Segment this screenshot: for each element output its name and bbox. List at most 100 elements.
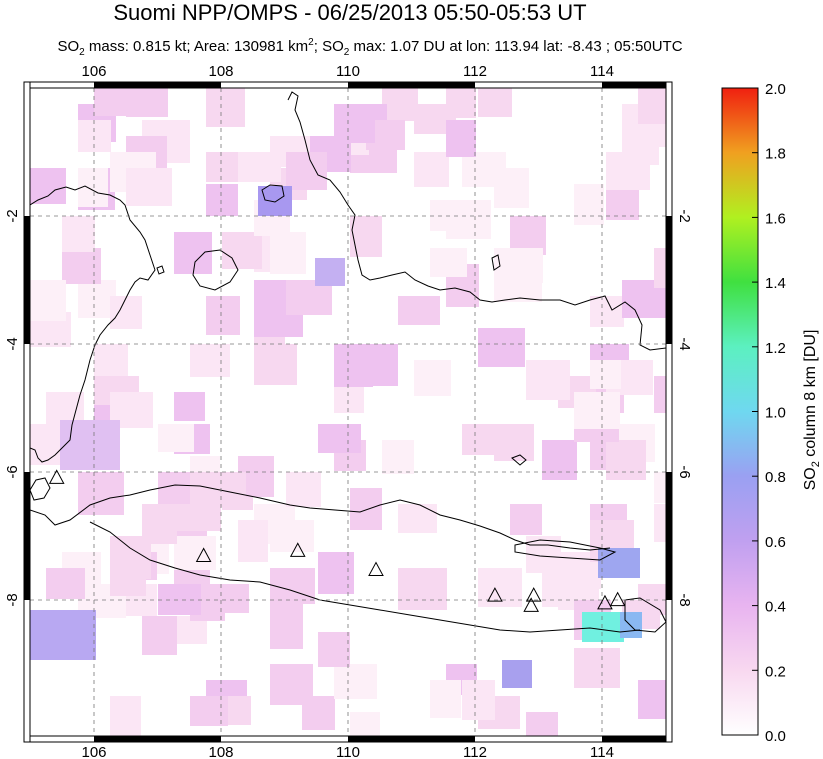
so2-pixel xyxy=(270,232,306,274)
colorbar-tick-label: 1.6 xyxy=(765,210,786,227)
so2-pixel xyxy=(318,424,361,453)
so2-pixel xyxy=(620,612,642,638)
so2-pixel xyxy=(238,520,268,562)
so2-pixel xyxy=(590,360,621,389)
so2-pixel xyxy=(62,248,101,284)
so2-pixel xyxy=(350,488,382,530)
java-north-coast xyxy=(30,484,611,551)
so2-pixel xyxy=(430,248,467,277)
so2-pixel xyxy=(190,344,230,377)
so2-pixel xyxy=(598,548,640,578)
so2-subscript-2: 2 xyxy=(343,47,350,58)
so2-pixel xyxy=(78,280,116,318)
so2-pixel xyxy=(430,680,461,718)
lat-tick-left: -8 xyxy=(4,593,21,606)
so2-pixel xyxy=(174,536,216,570)
sumatra-tip xyxy=(30,477,51,501)
so2-pixel xyxy=(590,296,624,327)
so2-pixel xyxy=(94,344,128,378)
lon-tick-top: 106 xyxy=(81,63,106,80)
colorbar-tick-label: 2.0 xyxy=(765,81,786,98)
so2-pixel xyxy=(398,296,440,325)
so2-pixel xyxy=(110,296,142,329)
colorbar-tick-label: 0.2 xyxy=(765,663,786,680)
so2-pixel xyxy=(222,232,262,269)
so2-pixel xyxy=(110,696,141,736)
volcano-marker xyxy=(609,591,626,607)
lon-tick-top: 108 xyxy=(208,63,233,80)
colorbar-label: SO2 column 8 km [DU] xyxy=(802,330,822,491)
island-small-2 xyxy=(156,265,165,275)
so2-pixel xyxy=(382,88,418,121)
so2-pixel xyxy=(606,152,650,190)
so2-pixel xyxy=(350,712,380,736)
so2-pixel xyxy=(318,632,350,667)
so2-pixel xyxy=(254,344,297,385)
so2-pixel xyxy=(334,344,373,387)
max-text: max: 1.07 DU at lon: 113.94 lat: -8.43 ;… xyxy=(349,38,683,55)
so2-pixel xyxy=(382,440,414,474)
so2-pixel xyxy=(494,248,543,283)
so2-pixel xyxy=(238,152,281,182)
lat-tick-left: -4 xyxy=(4,337,21,350)
so2-pixel xyxy=(78,120,111,152)
map-frame xyxy=(23,81,673,743)
so2-pixel xyxy=(206,184,238,216)
so2-pixel xyxy=(574,648,620,688)
so2-pixel xyxy=(158,584,201,615)
lon-labels-top: 106 108 110 112 114 xyxy=(81,63,613,80)
so2-pixel xyxy=(270,664,313,705)
so2-pixel xyxy=(270,584,303,624)
so2-pixel xyxy=(574,392,620,429)
so2-pixel xyxy=(606,440,646,480)
so2-pixel xyxy=(526,712,558,736)
so2-pixel xyxy=(30,610,96,660)
volcano-marker xyxy=(368,561,384,577)
so2-pixel xyxy=(462,152,506,187)
so2-pixel xyxy=(158,424,194,452)
lat-tick-right: -4 xyxy=(676,337,693,350)
colorbar-tick-label: 0.4 xyxy=(765,599,786,616)
map-title: Suomi NPP/OMPS - 06/25/2013 05:50-05:53 … xyxy=(113,0,587,25)
so2-pixel xyxy=(350,216,382,257)
so2-pixel xyxy=(654,376,666,413)
so2-pixel xyxy=(414,360,451,396)
so2-subscript: 2 xyxy=(79,47,85,58)
colorbar-tick-label: 0.6 xyxy=(765,534,786,551)
so2-pixel xyxy=(286,472,321,507)
so2-pixel xyxy=(318,552,354,594)
lon-tick-top: 110 xyxy=(336,63,360,80)
lon-tick-top: 112 xyxy=(463,63,487,80)
lon-tick-bottom: 114 xyxy=(590,744,614,759)
colorbar-tick-label: 1.4 xyxy=(765,275,786,292)
so2-pixel xyxy=(60,420,120,470)
lon-tick-bottom: 106 xyxy=(81,744,106,759)
so2-pixel xyxy=(446,120,476,157)
island-small-3 xyxy=(511,454,527,466)
so2-pixel xyxy=(334,664,377,699)
km-superscript: 2 xyxy=(308,37,314,48)
so2-label: SO xyxy=(57,38,80,55)
volcano-marker xyxy=(48,469,65,484)
so2-pixel xyxy=(206,152,238,182)
lat-tick-right: -8 xyxy=(676,593,693,606)
so2-pixel xyxy=(174,392,205,421)
so2-pixel xyxy=(542,440,577,480)
so2-pixel xyxy=(206,296,240,335)
so2-pixel xyxy=(510,504,542,535)
so2-pixel xyxy=(654,472,666,503)
lon-tick-bottom: 112 xyxy=(463,744,487,759)
so2-pixel xyxy=(142,504,177,544)
borneo-coast xyxy=(287,91,666,351)
so2-pixel xyxy=(654,504,666,542)
lon-labels-bottom: 106 108 110 112 114 xyxy=(81,744,613,759)
volcano-marker xyxy=(597,594,613,610)
lat-labels-left: -2 -4 -6 -8 xyxy=(4,209,21,606)
so2-pixel-layer xyxy=(30,88,666,736)
colorbar-tick-label: 1.8 xyxy=(765,146,786,163)
so2-pixel xyxy=(462,680,495,720)
so2-pixel xyxy=(478,568,522,607)
so2-pixel xyxy=(478,328,525,367)
so2-pixel xyxy=(638,88,666,124)
